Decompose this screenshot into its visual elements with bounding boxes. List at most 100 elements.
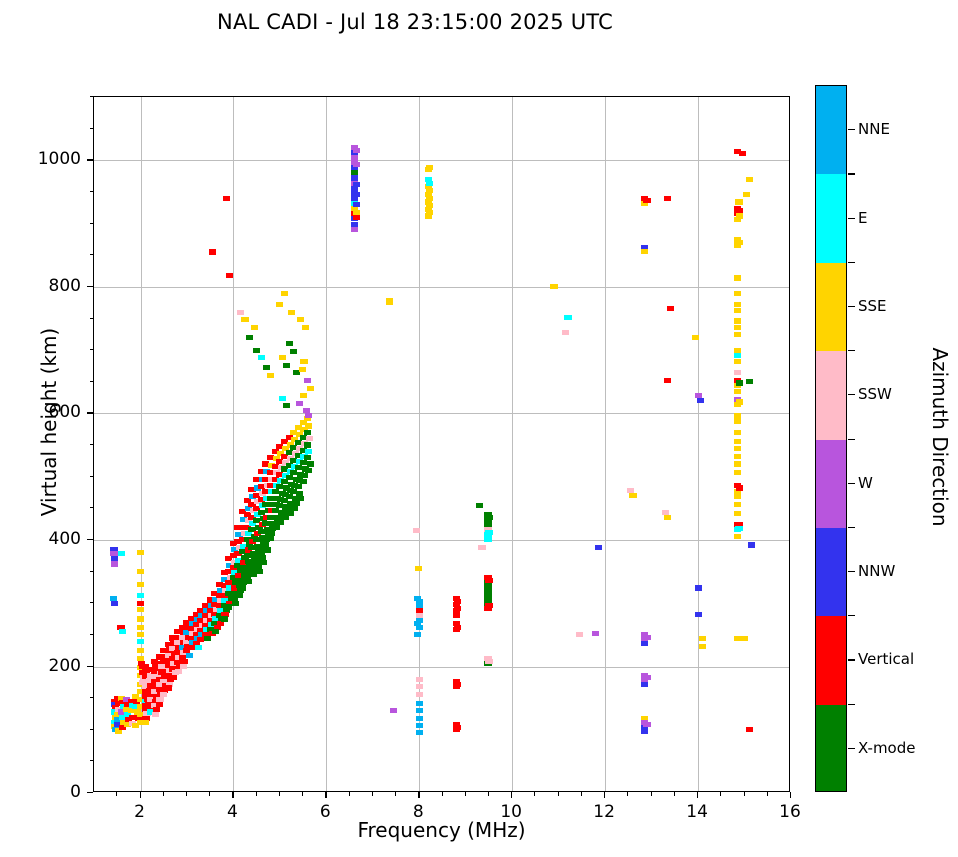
gridline-vertical <box>233 97 235 791</box>
colorbar-boundary-tick <box>848 526 855 529</box>
y-tick-minor <box>89 633 93 635</box>
echo-point <box>278 395 286 401</box>
ionogram-plot-area[interactable] <box>93 96 790 792</box>
echo-point <box>484 522 492 528</box>
echo-point <box>453 724 461 730</box>
echo-point <box>734 217 742 223</box>
echo-point <box>231 595 239 601</box>
echo-point <box>184 624 192 630</box>
echo-point <box>734 413 742 419</box>
colorbar-band-nnw[interactable] <box>816 527 846 617</box>
echo-point <box>230 585 238 591</box>
echo-point <box>740 636 749 642</box>
echo-point <box>286 488 294 494</box>
colorbar-band-sse[interactable] <box>816 262 846 352</box>
echo-point <box>295 477 303 483</box>
colorbar-band-nne[interactable] <box>816 86 846 175</box>
echo-point <box>562 329 570 335</box>
echo-point <box>136 593 145 599</box>
echo-point <box>225 556 233 562</box>
echo-point <box>150 658 158 664</box>
colorbar-band-e[interactable] <box>816 174 846 264</box>
echo-point <box>736 239 744 246</box>
echo-point <box>169 656 177 662</box>
gridline-horizontal <box>94 286 789 288</box>
echo-point <box>300 453 308 459</box>
y-tick-minor <box>89 444 93 445</box>
echo-point <box>594 544 602 551</box>
echo-point <box>280 453 289 459</box>
echo-point <box>305 436 313 442</box>
y-tick-minor <box>89 349 93 351</box>
echo-point <box>175 655 183 661</box>
echo-point <box>641 715 649 721</box>
echo-point <box>350 205 358 211</box>
colorbar-band-w[interactable] <box>816 439 846 529</box>
echo-point <box>234 551 242 557</box>
echo-point <box>192 622 200 628</box>
echo-point <box>136 648 145 654</box>
echo-point <box>198 632 206 638</box>
echo-point <box>119 699 127 706</box>
echo-point <box>164 641 172 647</box>
echo-point <box>243 537 251 543</box>
echo-point <box>271 463 279 470</box>
echo-point <box>150 679 158 685</box>
echo-point <box>641 637 649 643</box>
echo-point <box>183 619 191 625</box>
echo-point <box>240 570 248 576</box>
echo-point <box>155 701 163 707</box>
echo-point <box>285 494 293 500</box>
echo-point <box>234 524 242 530</box>
echo-point <box>641 248 649 254</box>
colorbar-tick <box>848 217 855 219</box>
echo-point <box>161 674 169 680</box>
echo-point <box>123 701 132 707</box>
echo-point <box>414 632 422 638</box>
echo-point <box>155 676 163 682</box>
colorbar[interactable] <box>815 85 847 792</box>
echo-point <box>267 531 276 537</box>
echo-point <box>276 471 284 477</box>
echo-point <box>262 476 270 482</box>
echo-point <box>226 562 234 568</box>
echo-point <box>745 379 753 385</box>
echo-point <box>350 175 358 181</box>
echo-point <box>290 444 298 451</box>
y-tick-minor <box>89 475 93 477</box>
echo-point <box>699 636 707 642</box>
colorbar-band-x-mode[interactable] <box>816 704 846 791</box>
echo-point <box>118 709 126 715</box>
echo-point <box>222 195 230 201</box>
echo-point <box>151 663 159 670</box>
echo-point <box>352 181 361 187</box>
echo-point <box>138 670 146 676</box>
echo-point <box>160 648 168 654</box>
echo-point <box>148 692 156 698</box>
echo-point <box>415 692 423 698</box>
echo-point <box>215 581 224 587</box>
echo-point <box>248 566 256 572</box>
echo-point <box>235 544 243 551</box>
echo-point <box>239 565 247 571</box>
echo-point <box>170 675 178 681</box>
y-axis-label: Virtual height (km) <box>37 327 61 517</box>
echo-point <box>263 537 271 543</box>
echo-point <box>273 514 281 520</box>
colorbar-band-vertical[interactable] <box>816 616 846 706</box>
echo-point <box>239 548 247 554</box>
echo-point <box>262 489 270 495</box>
echo-point <box>178 644 186 651</box>
echo-point <box>169 666 177 672</box>
echo-point <box>248 501 256 508</box>
echo-point <box>267 489 276 495</box>
echo-point <box>174 639 182 645</box>
echo-point <box>161 687 169 694</box>
echo-point <box>211 620 219 626</box>
colorbar-band-ssw[interactable] <box>816 351 846 440</box>
echo-point <box>734 533 742 539</box>
echo-point <box>216 620 224 626</box>
echo-point <box>183 648 191 654</box>
echo-point <box>164 662 172 668</box>
echo-point <box>735 199 743 205</box>
